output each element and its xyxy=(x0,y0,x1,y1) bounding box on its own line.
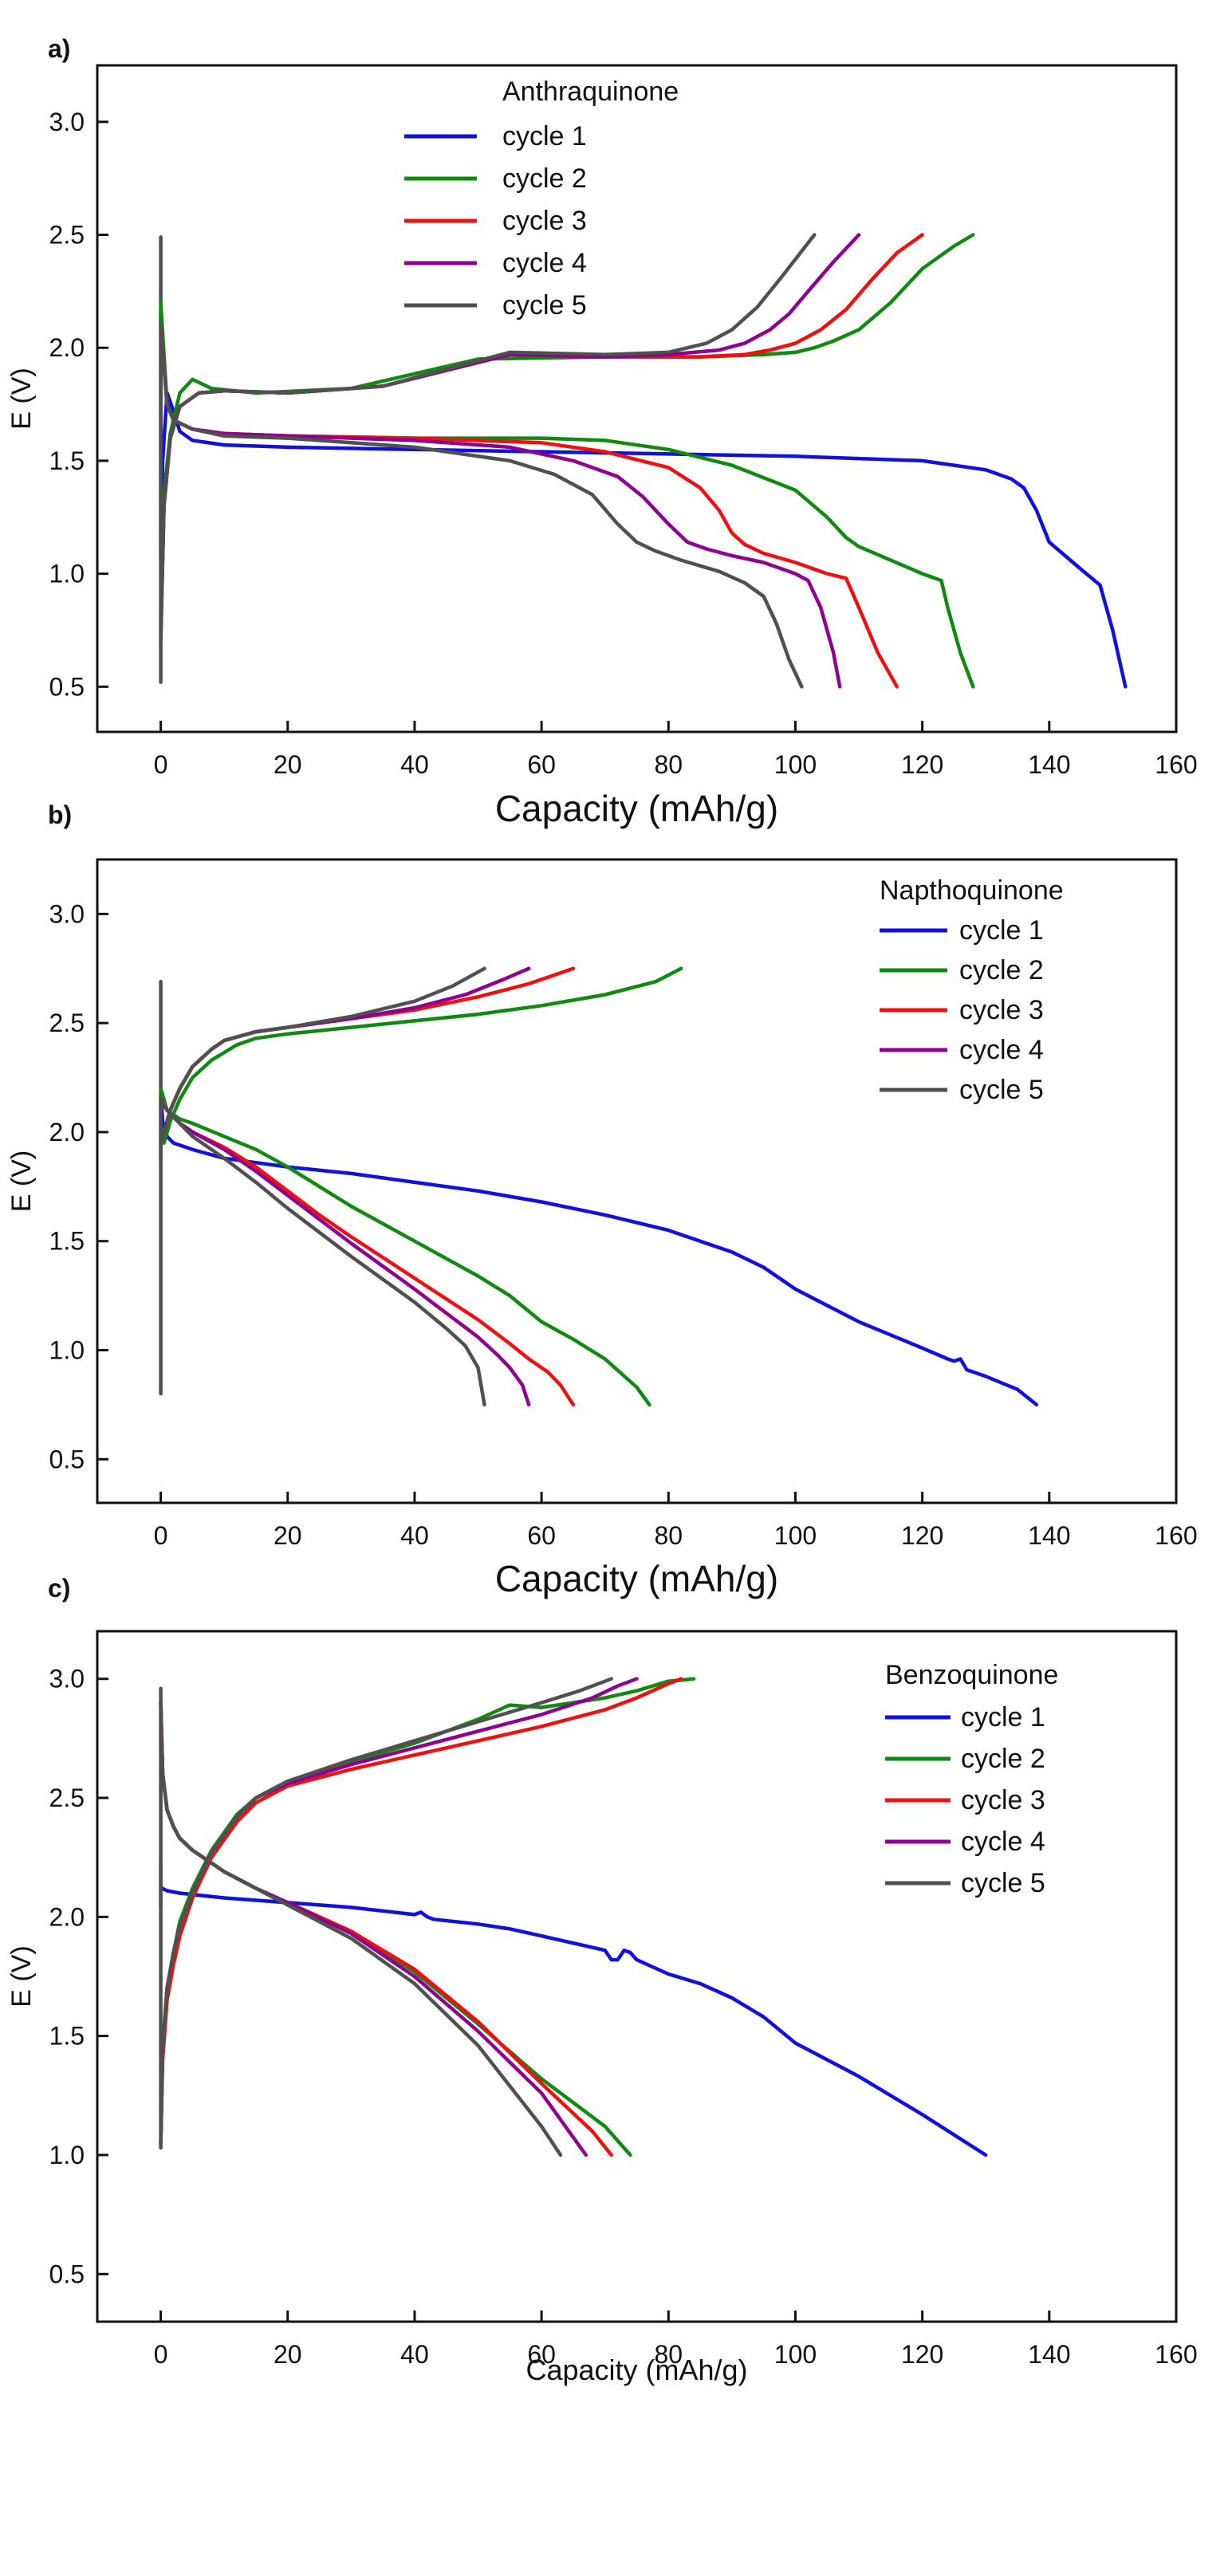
y-axis-title: E (V) xyxy=(6,1150,37,1212)
plot-frame xyxy=(96,64,1178,733)
legend-entry: cycle 2 xyxy=(961,1744,1045,1774)
x-tick-label: 120 xyxy=(901,750,943,779)
x-tick-label: 140 xyxy=(1028,2340,1070,2369)
y-tick-label: 0.5 xyxy=(49,1445,85,1473)
series-line-cycle-1 xyxy=(159,1093,1039,1407)
y-tick-label: 2.5 xyxy=(49,1009,85,1037)
y-tick-label: 2.0 xyxy=(49,333,85,362)
y-tick-label: 3.0 xyxy=(49,1665,85,1693)
legend-entry: cycle 4 xyxy=(502,248,587,278)
legend-entry: cycle 3 xyxy=(502,206,587,236)
legend-entry: cycle 1 xyxy=(959,915,1044,946)
y-tick-label: 0.5 xyxy=(49,672,85,701)
legend-entry: cycle 2 xyxy=(502,163,587,194)
legend-title: Napthoquinone xyxy=(880,875,1064,906)
x-tick-label: 140 xyxy=(1028,1521,1070,1550)
y-tick-label: 1.5 xyxy=(49,446,85,475)
x-tick-label: 160 xyxy=(1155,1521,1197,1550)
x-tick-label: 80 xyxy=(654,1521,683,1550)
panel-a: a) 0 20 40 60 80 100 120 140 160 0.5 1.0 1.5 2.0 2.5 3.… xyxy=(6,34,1198,829)
y-tick-label: 1.5 xyxy=(49,2022,85,2051)
legend-entry: cycle 4 xyxy=(961,1827,1045,1857)
legend-entry: cycle 5 xyxy=(959,1075,1044,1105)
legend-entry: cycle 4 xyxy=(959,1035,1044,1065)
y-tick-label: 3.0 xyxy=(49,899,85,928)
x-tick-label: 20 xyxy=(274,1521,302,1550)
y-tick-label: 1.0 xyxy=(49,2141,85,2169)
y-tick-label: 3.0 xyxy=(49,108,85,136)
x-axis-title: Capacity (mAh/g) xyxy=(495,1558,778,1599)
x-tick-label: 0 xyxy=(154,2340,168,2369)
x-tick-label: 60 xyxy=(527,750,556,779)
plot-frame xyxy=(96,1630,1178,2323)
x-tick-label: 100 xyxy=(774,750,817,779)
x-tick-label: 60 xyxy=(527,2340,556,2369)
y-tick-label: 2.5 xyxy=(49,221,85,250)
y-tick-label: 0.5 xyxy=(49,2259,85,2288)
x-tick-label: 0 xyxy=(154,1521,168,1550)
series-line-cycle-2-discharge xyxy=(159,1086,651,1407)
series-line-cycle-5 xyxy=(159,1677,613,2150)
legend-entry: cycle 3 xyxy=(959,995,1044,1025)
x-tick-label: 100 xyxy=(774,2340,817,2369)
x-tick-label: 40 xyxy=(400,750,429,779)
series-line-cycle-5 xyxy=(159,966,486,1396)
series-line-cycle-5-discharge xyxy=(159,323,804,689)
x-axis-title: Capacity (mAh/g) xyxy=(495,788,778,829)
x-tick-label: 80 xyxy=(654,2340,683,2369)
y-tick-label: 2.0 xyxy=(49,1902,85,1931)
x-tick-label: 140 xyxy=(1028,750,1070,779)
panel-label: b) xyxy=(48,800,72,829)
x-tick-label: 60 xyxy=(527,1521,556,1550)
x-tick-label: 160 xyxy=(1155,2340,1197,2369)
series-line-cycle-1 xyxy=(159,1860,988,2157)
x-tick-label: 20 xyxy=(274,2340,302,2369)
panel-label: a) xyxy=(48,34,70,63)
y-tick-label: 2.0 xyxy=(49,1118,85,1146)
panel-b: b) 0 20 40 60 80 100 120 140 160 0.5 1.0 1.5 2.0 2.5 3.… xyxy=(6,800,1198,1599)
y-tick-label: 1.0 xyxy=(49,1336,85,1365)
y-axis-title: E (V) xyxy=(6,1945,37,2007)
x-tick-label: 100 xyxy=(774,1521,817,1550)
x-tick-label: 120 xyxy=(901,2340,943,2369)
series-group xyxy=(159,966,1039,1407)
legend-title: Benzoquinone xyxy=(885,1660,1058,1690)
x-tick-label: 160 xyxy=(1155,750,1197,779)
x-axis-title: Capacity (mAh/g) xyxy=(525,2354,747,2386)
series-line-cycle-5-discharge xyxy=(159,1701,563,2157)
series-line-cycle-2 xyxy=(159,966,683,1145)
x-tick-label: 120 xyxy=(901,1521,943,1550)
x-tick-label: 40 xyxy=(400,1521,429,1550)
legend-entry: cycle 3 xyxy=(961,1785,1045,1815)
panel-c: c) 0 20 40 60 80 100 120 140 160 0.5 1.0 1.5 2.0 2.5 3.… xyxy=(6,1574,1198,2386)
legend-entry: cycle 1 xyxy=(961,1702,1045,1732)
y-tick-label: 2.5 xyxy=(49,1784,85,1812)
plot-frame xyxy=(96,858,1178,1504)
legend-entry: cycle 1 xyxy=(502,121,587,151)
series-group xyxy=(159,233,1128,689)
panel-label: c) xyxy=(48,1574,70,1603)
legend-entry: cycle 5 xyxy=(961,1868,1045,1898)
y-tick-label: 1.5 xyxy=(49,1227,85,1256)
series-line-cycle-5-discharge xyxy=(159,1097,486,1407)
x-tick-label: 0 xyxy=(154,750,168,779)
y-axis-title: E (V) xyxy=(6,368,37,429)
series-line-cycle-3 xyxy=(159,1677,683,2145)
x-tick-label: 40 xyxy=(400,2340,429,2369)
legend-entry: cycle 2 xyxy=(959,955,1044,985)
y-tick-label: 1.0 xyxy=(49,560,85,588)
x-tick-label: 80 xyxy=(654,750,683,779)
legend-title: Anthraquinone xyxy=(502,77,679,107)
legend-entry: cycle 5 xyxy=(502,290,587,321)
series-group xyxy=(159,1677,988,2157)
x-tick-label: 20 xyxy=(274,750,302,779)
series-line-cycle-5 xyxy=(159,233,817,684)
